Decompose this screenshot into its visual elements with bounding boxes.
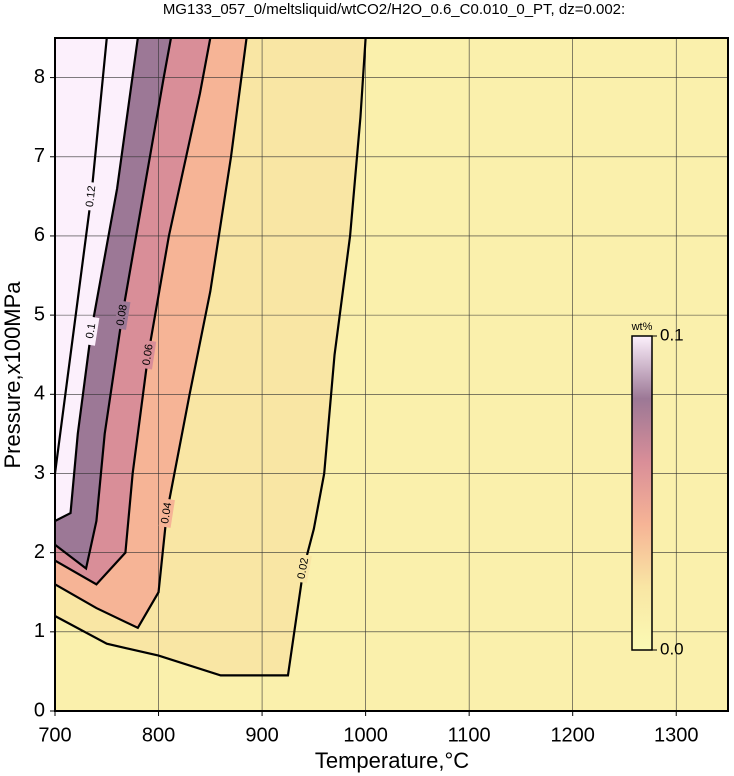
contour-line bbox=[54, 37, 173, 571]
x-axis-label: Temperature,°C bbox=[315, 748, 469, 773]
y-tick-label: 5 bbox=[34, 303, 45, 325]
y-tick-label: 6 bbox=[34, 224, 45, 246]
y-axis-label: Pressure,x100MPa bbox=[0, 281, 25, 469]
colorbar bbox=[631, 335, 653, 651]
contour-label: 0.12 bbox=[84, 185, 98, 208]
x-tick-label: 700 bbox=[38, 724, 71, 746]
y-tick-label: 4 bbox=[34, 383, 45, 405]
contour-label: 0.1 bbox=[84, 322, 98, 339]
colorbar-tick-label: 0.1 bbox=[660, 325, 684, 344]
y-tick-label: 0 bbox=[34, 699, 45, 721]
x-tick-label: 1100 bbox=[448, 724, 491, 746]
x-tick-label: 1300 bbox=[654, 724, 699, 746]
colorbar-tick-label: 0.0 bbox=[660, 639, 684, 658]
contour-label: 0.02 bbox=[296, 557, 312, 580]
plot-frame bbox=[54, 37, 729, 712]
y-tick-label: 8 bbox=[34, 66, 45, 88]
contour-line bbox=[54, 37, 212, 586]
y-tick-label: 3 bbox=[34, 462, 45, 484]
contour-label-bg bbox=[295, 553, 312, 584]
colorbar-label: wt% bbox=[631, 321, 653, 333]
contour-label-bg bbox=[140, 339, 157, 370]
contour-label-bg bbox=[158, 498, 175, 528]
contour-line bbox=[54, 37, 139, 522]
y-tick-label: 7 bbox=[34, 145, 45, 167]
contour-fill bbox=[55, 38, 107, 474]
y-tick-label: 2 bbox=[34, 541, 45, 563]
x-tick-label: 1200 bbox=[550, 724, 595, 746]
x-tick-label: 1000 bbox=[343, 724, 388, 746]
contour-label-bg bbox=[114, 300, 131, 330]
y-tick-label: 1 bbox=[34, 620, 45, 642]
contour-label: 0.06 bbox=[141, 343, 156, 366]
x-tick-label: 800 bbox=[142, 724, 175, 746]
contour-label-bg bbox=[83, 181, 99, 211]
contour-label: 0.04 bbox=[159, 502, 174, 525]
x-tick-label: 900 bbox=[245, 724, 278, 746]
contour-line bbox=[53, 37, 108, 474]
contour-label: 0.08 bbox=[115, 304, 130, 327]
chart-title: MG133_057_0/meltsliquid/wtCO2/H2O_0.6_C0… bbox=[163, 1, 625, 18]
contour-label-bg bbox=[83, 316, 100, 346]
